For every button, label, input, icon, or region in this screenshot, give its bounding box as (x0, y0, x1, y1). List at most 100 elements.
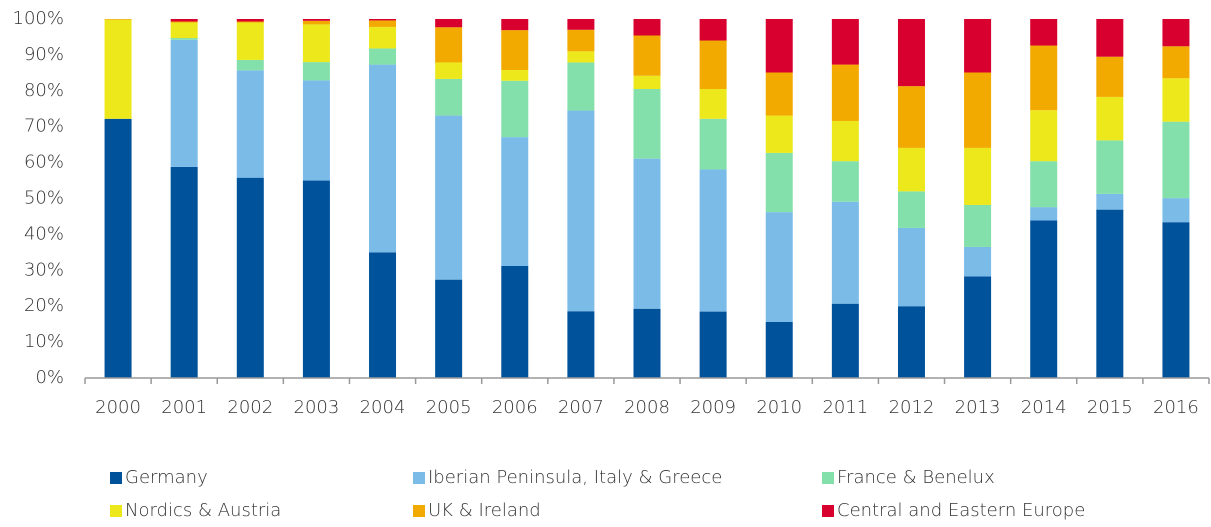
bar-segment (897, 86, 925, 148)
y-tick-label: 80% (24, 80, 64, 101)
bar-segment (302, 80, 330, 181)
bar-segment (567, 311, 595, 378)
bar-segment (1162, 121, 1190, 199)
bar-segment (170, 39, 198, 167)
bar-segment (765, 321, 793, 378)
bar-segment (1162, 46, 1190, 79)
bar-segment (633, 35, 661, 76)
bar-segment (897, 191, 925, 228)
x-tick-label: 2006 (492, 397, 538, 418)
bar-segment (1096, 56, 1124, 97)
bar-segment (104, 19, 132, 119)
legend-label: UK & Ireland (428, 500, 541, 521)
y-tick-label: 50% (24, 188, 64, 209)
bar-segment (236, 59, 264, 71)
x-tick-label: 2012 (889, 397, 935, 418)
bar-segment (170, 22, 198, 39)
bar-segment (699, 311, 727, 378)
bar-segment (1096, 140, 1124, 194)
legend-label: Iberian Peninsula, Italy & Greece (428, 467, 722, 488)
bar-segment (236, 177, 264, 378)
legend-label: Central and Eastern Europe (837, 500, 1085, 521)
bar-segment (831, 161, 859, 202)
x-tick-label: 2007 (558, 397, 604, 418)
bar-segment (633, 89, 661, 159)
bar-segment (369, 64, 397, 253)
bar-segment (1030, 207, 1058, 221)
bar-segment (501, 80, 529, 138)
bar-segment (964, 147, 992, 205)
legend-swatch (822, 505, 834, 517)
bar-segment (501, 137, 529, 266)
bar-segment (1096, 19, 1124, 57)
legend-label: Nordics & Austria (125, 500, 281, 521)
bar-segment (1030, 161, 1058, 208)
bar-segment (964, 276, 992, 378)
x-tick-label: 2005 (426, 397, 472, 418)
legend-swatch (413, 505, 425, 517)
bar-segment (765, 19, 793, 73)
bar-segment (699, 89, 727, 119)
x-tick-label: 2015 (1087, 397, 1133, 418)
bar-segment (567, 51, 595, 63)
bar-segment (897, 19, 925, 87)
bar-segment (831, 64, 859, 121)
bar-segment (765, 212, 793, 322)
bar-segment (567, 62, 595, 111)
bar-segment (236, 19, 264, 22)
y-tick-label: 100% (13, 8, 64, 29)
bar-segment (302, 180, 330, 378)
y-tick-label: 40% (24, 223, 64, 244)
bar-segment (633, 75, 661, 90)
bar-segment (302, 62, 330, 81)
bar-segment (567, 19, 595, 30)
x-tick-label: 2002 (227, 397, 273, 418)
y-tick-label: 70% (24, 116, 64, 137)
bar-segment (1162, 198, 1190, 223)
bar-segment (435, 27, 463, 63)
bar-segment (567, 110, 595, 312)
y-tick-label: 90% (24, 44, 64, 65)
bar-segment (964, 19, 992, 73)
x-tick-label: 2004 (360, 397, 406, 418)
legend-swatch (110, 472, 122, 484)
bar-segment (369, 26, 397, 49)
bar-segment (302, 20, 330, 25)
bar-segment (369, 19, 397, 21)
legend-swatch (110, 505, 122, 517)
legend-label: France & Benelux (837, 467, 995, 488)
bar-segment (1030, 110, 1058, 162)
bar-segment (831, 19, 859, 65)
bar-segment (501, 30, 529, 70)
bar-segment (435, 78, 463, 116)
bar-segment (964, 246, 992, 277)
x-tick-label: 2011 (822, 397, 868, 418)
bar-segment (104, 19, 132, 20)
bar-segment (302, 24, 330, 63)
bar-segment (633, 308, 661, 378)
bar-segment (567, 29, 595, 52)
bar-segment (897, 227, 925, 307)
bar-segment (501, 265, 529, 378)
y-tick-label: 60% (24, 152, 64, 173)
legend-label: Germany (125, 467, 208, 488)
bar-segment (1162, 19, 1190, 47)
x-tick-label: 2016 (1153, 397, 1199, 418)
bar-segment (236, 22, 264, 60)
bar-segment (699, 118, 727, 170)
bar-segment (501, 69, 529, 81)
y-tick-label: 30% (24, 259, 64, 280)
bar-segment (170, 166, 198, 378)
bar-segment (633, 158, 661, 309)
bar-segment (699, 40, 727, 90)
bar-segment (1162, 222, 1190, 378)
y-tick-label: 0% (35, 367, 64, 388)
bar-segment (236, 70, 264, 178)
bar-segment (369, 20, 397, 27)
bar-segment (831, 201, 859, 304)
bar-segment (435, 62, 463, 79)
bar-segment (897, 147, 925, 192)
bar-segment (435, 19, 463, 28)
bar-segment (104, 118, 132, 378)
legend-swatch (822, 472, 834, 484)
